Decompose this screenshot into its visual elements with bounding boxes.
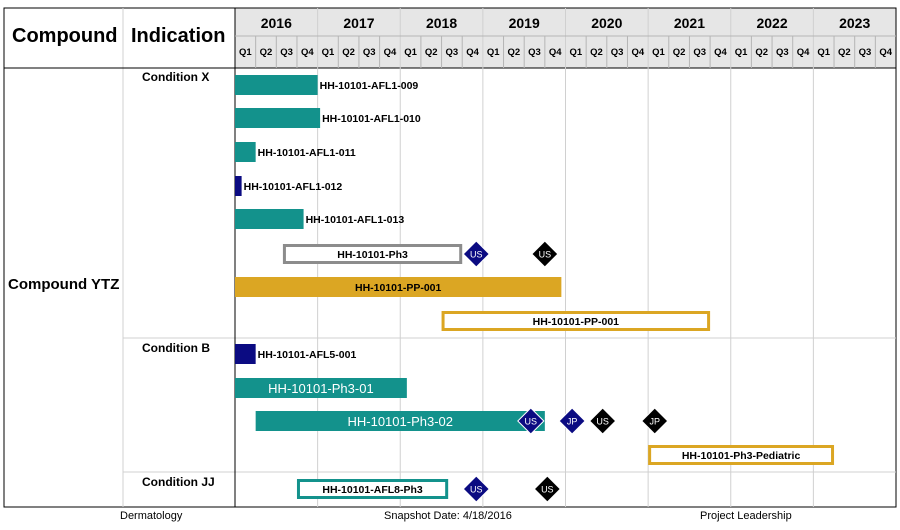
quarter-label: Q1 bbox=[322, 47, 335, 58]
year-label: 2020 bbox=[591, 15, 622, 31]
year-label: 2016 bbox=[261, 15, 292, 31]
quarter-label: Q2 bbox=[425, 47, 438, 58]
task-label: HH-10101-Ph3-02 bbox=[347, 414, 453, 429]
task-label: HH-10101-AFL1-013 bbox=[306, 214, 405, 226]
task-bar bbox=[235, 75, 318, 95]
task-label: HH-10101-AFL1-009 bbox=[320, 80, 419, 92]
year-label: 2019 bbox=[509, 15, 540, 31]
quarter-label: Q3 bbox=[280, 47, 293, 58]
task-label: HH-10101-Ph3 bbox=[337, 249, 408, 261]
year-label: 2022 bbox=[756, 15, 787, 31]
quarter-label: Q4 bbox=[384, 47, 397, 58]
indication-label-b: Condition B bbox=[142, 341, 210, 355]
quarter-label: Q1 bbox=[487, 47, 500, 58]
milestone-label: US bbox=[470, 485, 483, 495]
compound-name: Compound YTZ bbox=[8, 276, 120, 293]
quarter-label: Q3 bbox=[776, 47, 789, 58]
milestone-label: JP bbox=[649, 417, 660, 427]
milestone-label: JP bbox=[567, 417, 578, 427]
milestone-diamond bbox=[558, 407, 586, 435]
indication-column-title: Indication bbox=[131, 25, 226, 47]
footer-right: Project Leadership bbox=[700, 510, 792, 522]
quarter-label: Q4 bbox=[879, 47, 892, 58]
year-label: 2023 bbox=[839, 15, 870, 31]
milestone-label: US bbox=[596, 417, 609, 427]
quarter-label: Q4 bbox=[631, 47, 644, 58]
quarter-label: Q3 bbox=[363, 47, 376, 58]
task-label: HH-10101-Ph3-01 bbox=[268, 381, 374, 396]
task-bar bbox=[235, 176, 242, 196]
quarter-label: Q2 bbox=[590, 47, 603, 58]
quarter-label: Q3 bbox=[859, 47, 872, 58]
indication-label-x: Condition X bbox=[142, 70, 210, 84]
quarter-label: Q4 bbox=[466, 47, 479, 58]
milestone-label: US bbox=[539, 250, 552, 260]
task-label: HH-10101-AFL5-001 bbox=[258, 349, 357, 361]
task-bar bbox=[235, 108, 321, 128]
task-bar bbox=[235, 378, 407, 398]
compound-column-title: Compound bbox=[12, 25, 118, 47]
indication-label-jj: Condition JJ bbox=[142, 475, 215, 489]
milestone-diamond bbox=[531, 240, 559, 268]
quarter-label: Q1 bbox=[817, 47, 830, 58]
task-bar-outline bbox=[296, 479, 449, 499]
task-bar bbox=[235, 344, 256, 364]
quarter-label: Q4 bbox=[797, 47, 810, 58]
quarter-label: Q1 bbox=[735, 47, 748, 58]
task-bar bbox=[255, 411, 545, 431]
milestone-diamond bbox=[462, 475, 490, 503]
task-bar bbox=[235, 209, 304, 229]
task-bar-outline bbox=[282, 244, 463, 264]
table-frame bbox=[3, 7, 897, 508]
quarter-label: Q4 bbox=[549, 47, 562, 58]
year-label: 2018 bbox=[426, 15, 457, 31]
task-label: HH-10101-PP-001 bbox=[355, 282, 442, 294]
task-bar-outline bbox=[441, 311, 711, 331]
quarter-label: Q2 bbox=[838, 47, 851, 58]
quarter-label: Q1 bbox=[404, 47, 417, 58]
quarter-label: Q3 bbox=[528, 47, 541, 58]
milestone-diamond bbox=[517, 407, 545, 435]
milestone-label: US bbox=[470, 250, 483, 260]
task-bar bbox=[235, 142, 256, 162]
quarter-label: Q2 bbox=[673, 47, 686, 58]
task-label: HH-10101-Ph3-Pediatric bbox=[682, 450, 801, 462]
quarter-label: Q1 bbox=[652, 47, 665, 58]
task-label: HH-10101-AFL8-Ph3 bbox=[322, 484, 423, 496]
quarter-label: Q3 bbox=[693, 47, 706, 58]
milestone-diamond bbox=[533, 475, 562, 503]
quarter-label: Q2 bbox=[755, 47, 768, 58]
year-label: 2017 bbox=[343, 15, 374, 31]
quarter-label: Q4 bbox=[301, 47, 314, 58]
milestone-diamond bbox=[588, 407, 617, 435]
milestone-diamond bbox=[462, 240, 490, 268]
task-label: HH-10101-AFL1-011 bbox=[258, 147, 356, 159]
quarter-label: Q1 bbox=[239, 47, 252, 58]
milestone-diamond bbox=[641, 407, 669, 435]
task-label: HH-10101-AFL1-010 bbox=[322, 113, 421, 125]
task-bar-outline bbox=[648, 445, 835, 465]
quarter-label: Q3 bbox=[446, 47, 459, 58]
year-label: 2021 bbox=[674, 15, 705, 31]
task-label: HH-10101-AFL1-012 bbox=[244, 181, 343, 193]
quarter-label: Q3 bbox=[611, 47, 624, 58]
milestone-label: US bbox=[541, 485, 554, 495]
footer-left: Dermatology bbox=[120, 510, 183, 522]
quarter-label: Q4 bbox=[714, 47, 727, 58]
quarter-label: Q2 bbox=[342, 47, 355, 58]
task-bar bbox=[235, 277, 562, 297]
task-label: HH-10101-PP-001 bbox=[533, 316, 620, 328]
milestone-label: US bbox=[525, 417, 538, 427]
footer-center: Snapshot Date: 4/18/2016 bbox=[384, 510, 512, 522]
quarter-label: Q2 bbox=[508, 47, 521, 58]
quarter-label: Q1 bbox=[569, 47, 582, 58]
quarter-label: Q2 bbox=[260, 47, 273, 58]
